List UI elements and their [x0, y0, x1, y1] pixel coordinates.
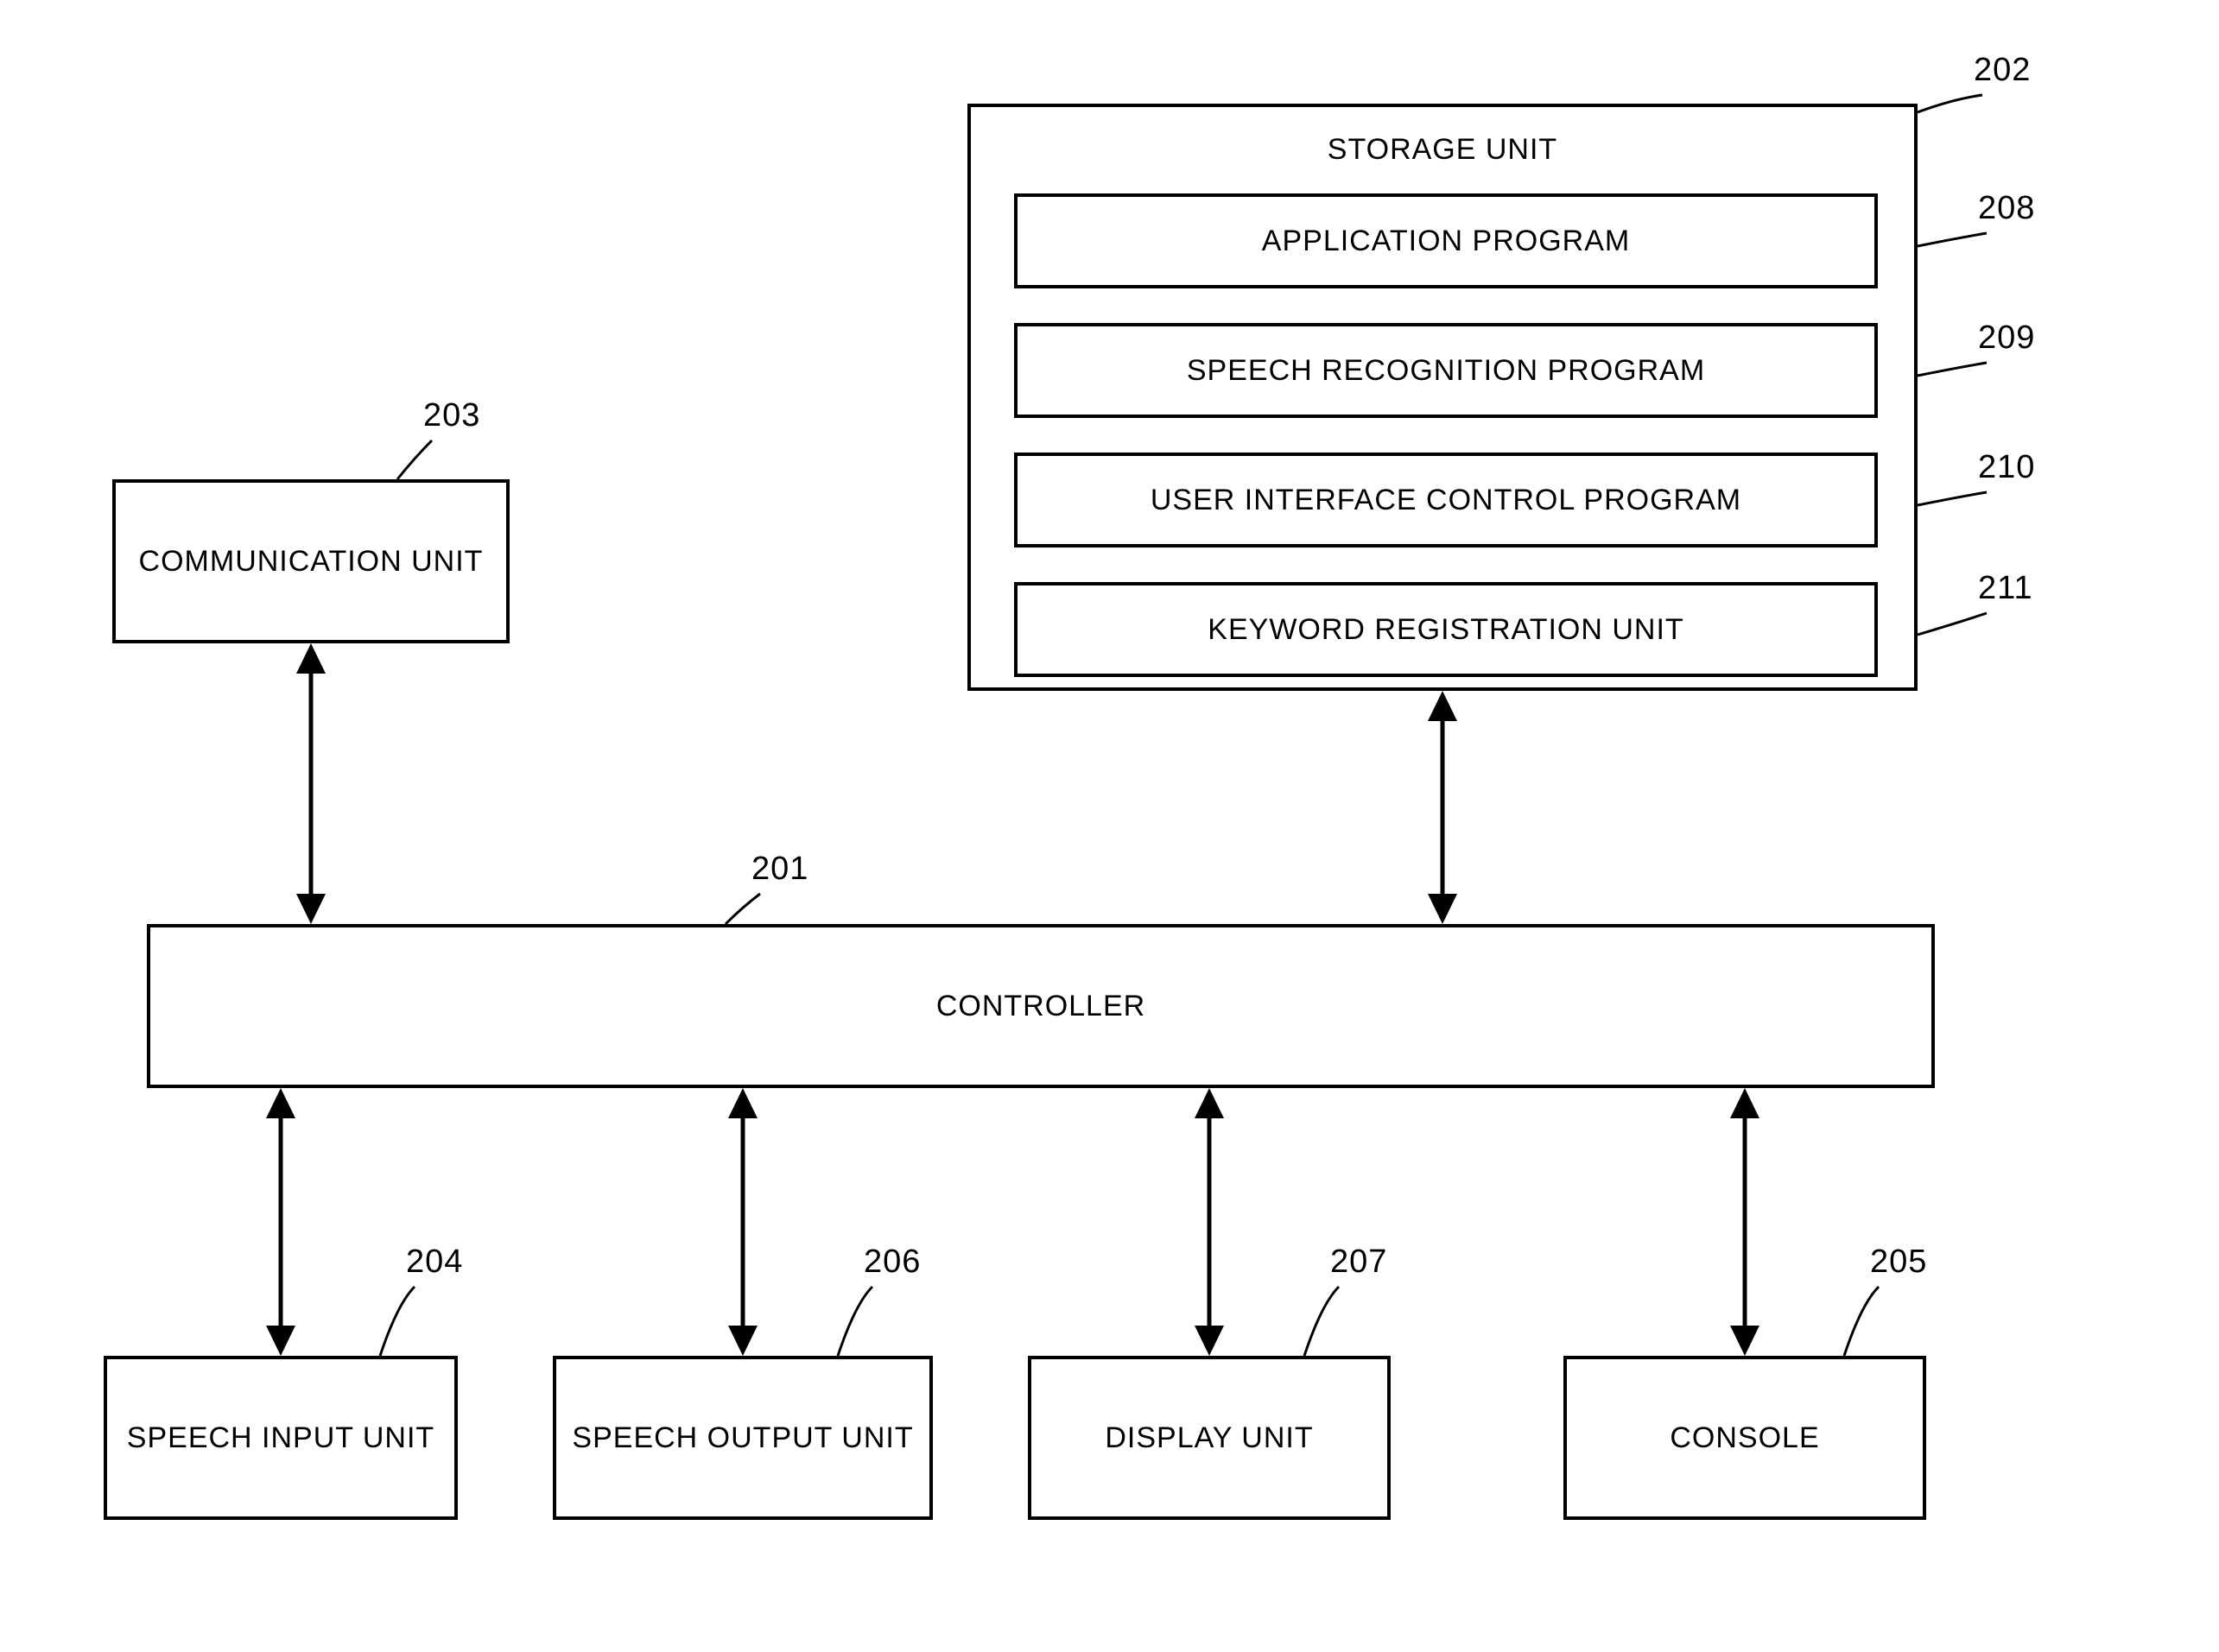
block-application-program: APPLICATION PROGRAM: [1014, 193, 1878, 288]
block-console: CONSOLE: [1563, 1356, 1926, 1520]
block-keyword-registration-unit: KEYWORD REGISTRATION UNIT: [1014, 582, 1878, 677]
block-label: DISPLAY UNIT: [1105, 1421, 1313, 1455]
leader-210: [1918, 492, 1987, 505]
block-label: CONTROLLER: [936, 990, 1145, 1023]
connector-comm-controller: [296, 643, 326, 924]
leader-209: [1918, 363, 1987, 376]
block-label: COMMUNICATION UNIT: [139, 545, 484, 579]
ref-label-202: 202: [1974, 52, 2031, 89]
connector-controller-display: [1195, 1088, 1224, 1356]
block-label: SPEECH RECOGNITION PROGRAM: [1187, 354, 1705, 388]
block-communication-unit: COMMUNICATION UNIT: [112, 479, 510, 643]
connector-controller-console: [1730, 1088, 1759, 1356]
block-speech-input-unit: SPEECH INPUT UNIT: [104, 1356, 458, 1520]
block-label: CONSOLE: [1670, 1421, 1819, 1455]
connector-controller-speech-input: [266, 1088, 295, 1356]
storage-unit-label: STORAGE UNIT: [1328, 133, 1557, 166]
leader-208: [1918, 233, 1987, 246]
ref-label-204: 204: [406, 1244, 463, 1281]
block-label: KEYWORD REGISTRATION UNIT: [1208, 613, 1683, 647]
block-controller: CONTROLLER: [147, 924, 1935, 1088]
leader-203: [397, 440, 432, 479]
block-label: APPLICATION PROGRAM: [1262, 225, 1630, 258]
block-display-unit: DISPLAY UNIT: [1028, 1356, 1391, 1520]
block-speech-recognition-program: SPEECH RECOGNITION PROGRAM: [1014, 323, 1878, 418]
connector-storage-controller: [1428, 691, 1457, 924]
leader-207: [1304, 1287, 1339, 1356]
leader-202: [1918, 95, 1982, 112]
leader-206: [838, 1287, 872, 1356]
block-label: SPEECH INPUT UNIT: [127, 1421, 434, 1455]
ref-label-209: 209: [1978, 320, 2035, 357]
ref-label-208: 208: [1978, 190, 2035, 227]
ref-label-203: 203: [423, 397, 480, 434]
ref-label-201: 201: [751, 851, 808, 888]
storage-unit-title: STORAGE UNIT: [971, 133, 1914, 167]
ref-label-210: 210: [1978, 449, 2035, 486]
block-user-interface-control-program: USER INTERFACE CONTROL PROGRAM: [1014, 453, 1878, 548]
block-storage-unit: STORAGE UNIT APPLICATION PROGRAM SPEECH …: [967, 104, 1918, 691]
ref-label-211: 211: [1978, 570, 2033, 607]
block-label: SPEECH OUTPUT UNIT: [572, 1421, 913, 1455]
ref-label-205: 205: [1870, 1244, 1927, 1281]
ref-label-206: 206: [864, 1244, 921, 1281]
leader-211: [1918, 613, 1987, 635]
leader-204: [380, 1287, 415, 1356]
leader-205: [1844, 1287, 1879, 1356]
block-label: USER INTERFACE CONTROL PROGRAM: [1151, 484, 1741, 517]
leader-201: [726, 894, 760, 924]
connector-controller-speech-output: [728, 1088, 758, 1356]
diagram-canvas: COMMUNICATION UNIT STORAGE UNIT APPLICAT…: [0, 0, 2219, 1652]
block-speech-output-unit: SPEECH OUTPUT UNIT: [553, 1356, 933, 1520]
ref-label-207: 207: [1330, 1244, 1387, 1281]
